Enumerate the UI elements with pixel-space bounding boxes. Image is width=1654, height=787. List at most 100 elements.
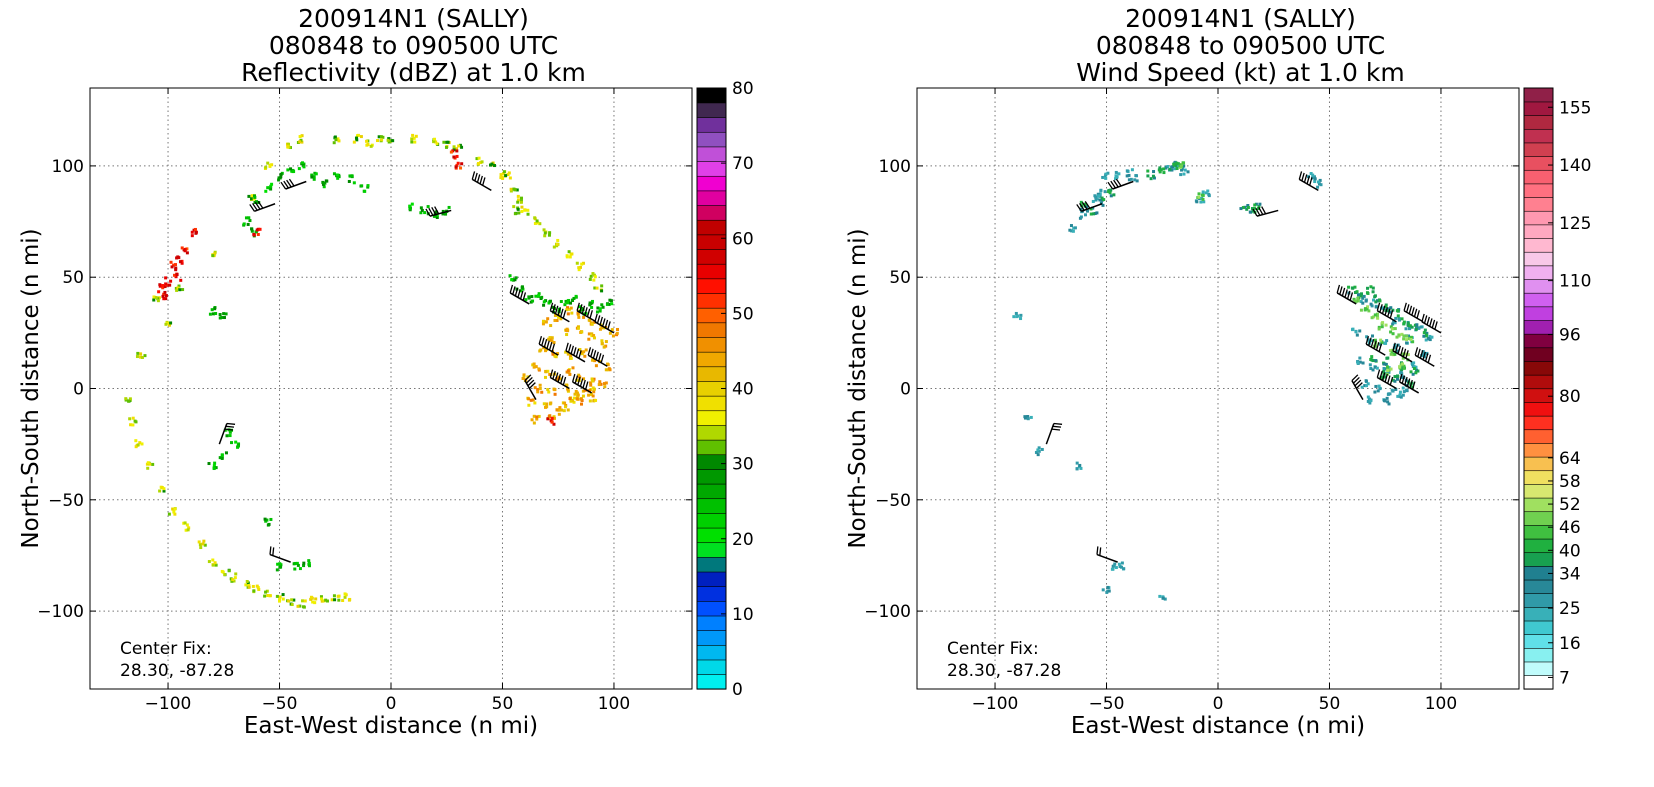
echo-pixel xyxy=(254,230,258,234)
colorbar-segment xyxy=(1523,456,1554,472)
colorbar-segment xyxy=(696,190,727,206)
echo-pixel xyxy=(1251,209,1255,213)
chart-title-line-3: Wind Speed (kt) at 1.0 km xyxy=(1076,58,1405,87)
echo-pixel xyxy=(212,464,216,468)
wind-barb-feather xyxy=(577,376,581,386)
echo-pixel xyxy=(589,392,593,396)
echo-pixel xyxy=(565,301,569,305)
echo-pixel xyxy=(263,594,267,598)
echo-pixel xyxy=(179,278,183,282)
colorbar-segment xyxy=(1523,647,1554,663)
echo-pixel xyxy=(1075,467,1079,471)
echo-pixel xyxy=(1393,379,1397,383)
echo-pixel xyxy=(1369,357,1373,361)
echo-pixel xyxy=(1385,396,1389,400)
wind-barb-feather xyxy=(1258,207,1264,215)
echo-pixel xyxy=(181,288,185,292)
echo-pixel xyxy=(1172,162,1176,166)
echo-pixel xyxy=(423,211,427,215)
echo-pixel xyxy=(1125,174,1129,178)
echo-pixel xyxy=(1405,338,1409,342)
echo-pixel xyxy=(600,325,604,329)
echo-pixel xyxy=(1095,211,1099,215)
wind-barb xyxy=(1376,302,1397,323)
echo-pixel xyxy=(577,315,581,319)
echo-pixel xyxy=(143,354,147,358)
echo-pixel xyxy=(1098,192,1102,196)
echo-pixel xyxy=(1413,365,1417,369)
echo-pixel xyxy=(410,140,414,144)
echo-pixel xyxy=(592,334,596,338)
echo-pixel xyxy=(552,341,556,345)
echo-pixel xyxy=(564,405,568,409)
echo-pixel xyxy=(527,403,531,407)
wind-barb xyxy=(524,374,537,401)
wind-barb-feather xyxy=(1355,382,1363,389)
wind-barb-feather xyxy=(1424,353,1429,362)
echo-pixel xyxy=(1379,338,1383,342)
echo-pixel xyxy=(533,401,537,405)
echo-pixel xyxy=(1387,402,1391,406)
echo-pixel xyxy=(566,352,570,356)
echo-pixel xyxy=(369,144,373,148)
echo-pixel xyxy=(1402,337,1406,341)
echo-pixel xyxy=(1402,390,1406,394)
wind-barb-feather xyxy=(557,373,562,383)
echo-pixel xyxy=(595,286,599,290)
colorbar-segment xyxy=(696,322,727,338)
wind-barb xyxy=(1252,206,1279,217)
echo-pixel xyxy=(1316,180,1320,184)
echo-pixel xyxy=(536,390,540,394)
echo-pixel xyxy=(1019,313,1023,317)
echo-pixel xyxy=(1109,188,1113,192)
echo-pixel xyxy=(1079,207,1083,211)
echo-pixel xyxy=(268,186,272,190)
wind-barb-feather xyxy=(1417,348,1421,357)
wind-barb-feather xyxy=(578,350,582,359)
echo-pixel xyxy=(1161,596,1165,600)
wind-barb-feather xyxy=(602,318,606,327)
echo-pixel xyxy=(387,140,391,144)
echo-pixel xyxy=(577,268,581,272)
echo-pixel xyxy=(490,162,494,166)
colorbar-tick-label: 34 xyxy=(1559,564,1581,584)
colorbar-segment xyxy=(696,307,727,324)
colorbar-segment xyxy=(696,527,727,544)
echo-pixel xyxy=(214,312,218,316)
echo-pixel xyxy=(1135,179,1139,183)
echo-pixel xyxy=(1115,175,1119,179)
echo-pixel xyxy=(533,221,537,225)
wind-barb-feather xyxy=(522,292,527,301)
echo-pixel xyxy=(1085,205,1089,209)
echo-pixel xyxy=(493,164,497,168)
echo-pixel xyxy=(250,194,254,198)
echo-pixel xyxy=(1158,170,1162,174)
echo-pixel xyxy=(1079,466,1083,470)
echo-pixel xyxy=(214,563,218,567)
colorbar-segment xyxy=(1523,579,1554,594)
echo-pixel xyxy=(553,318,557,322)
echo-pixel xyxy=(252,197,256,201)
wind-barb-feather xyxy=(1423,315,1428,324)
echo-pixel xyxy=(580,402,584,406)
echo-pixel xyxy=(303,599,307,603)
echo-pixel xyxy=(1092,212,1096,216)
echo-pixel xyxy=(250,197,254,201)
colorbar-segment xyxy=(696,351,727,368)
echo-pixel xyxy=(1103,190,1107,194)
echo-pixel xyxy=(1358,360,1362,364)
echo-pixel xyxy=(537,414,541,418)
echo-pixel xyxy=(330,598,334,602)
x-tick-label: 100 xyxy=(1425,694,1457,714)
echo-pixel xyxy=(319,595,323,599)
echo-pixel xyxy=(348,597,352,601)
wind-barb-feather xyxy=(476,174,481,183)
echo-pixel xyxy=(522,373,526,377)
wind-barb-feather xyxy=(548,342,553,351)
echo-pixel xyxy=(277,178,281,182)
echo-pixel xyxy=(600,303,604,307)
echo-pixel xyxy=(1108,191,1112,195)
echo-pixel xyxy=(264,590,268,594)
echo-pixel xyxy=(1367,309,1371,313)
echo-pixel xyxy=(247,194,251,198)
